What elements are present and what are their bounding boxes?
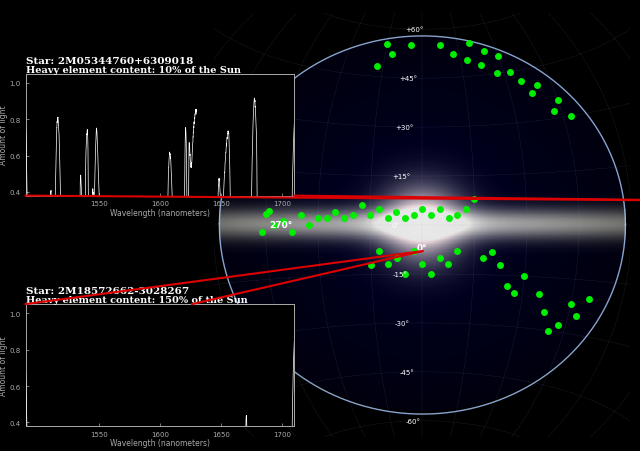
- Text: -15°: -15°: [392, 272, 408, 277]
- Text: -45°: -45°: [399, 370, 414, 376]
- Text: 0°: 0°: [417, 244, 428, 253]
- Text: +30°: +30°: [395, 124, 413, 130]
- Text: +15°: +15°: [392, 174, 411, 179]
- Y-axis label: Amount of light: Amount of light: [0, 106, 8, 165]
- Text: Heavy element content: 150% of the Sun: Heavy element content: 150% of the Sun: [26, 295, 247, 304]
- Text: Heavy element content: 10% of the Sun: Heavy element content: 10% of the Sun: [26, 65, 241, 74]
- Text: 270°: 270°: [269, 221, 293, 230]
- Text: +60°: +60°: [406, 27, 424, 32]
- Y-axis label: Amount of light: Amount of light: [0, 336, 8, 395]
- Text: -60°: -60°: [406, 419, 420, 424]
- Text: +45°: +45°: [399, 75, 417, 81]
- X-axis label: Wavelength (nanometers): Wavelength (nanometers): [110, 208, 210, 217]
- Text: Star: 2M05344760+6309018: Star: 2M05344760+6309018: [26, 56, 193, 65]
- Text: 0°: 0°: [392, 222, 400, 229]
- X-axis label: Wavelength (nanometers): Wavelength (nanometers): [110, 438, 210, 447]
- Text: -30°: -30°: [395, 321, 410, 327]
- Text: Star: 2M18572662-3028267: Star: 2M18572662-3028267: [26, 286, 189, 295]
